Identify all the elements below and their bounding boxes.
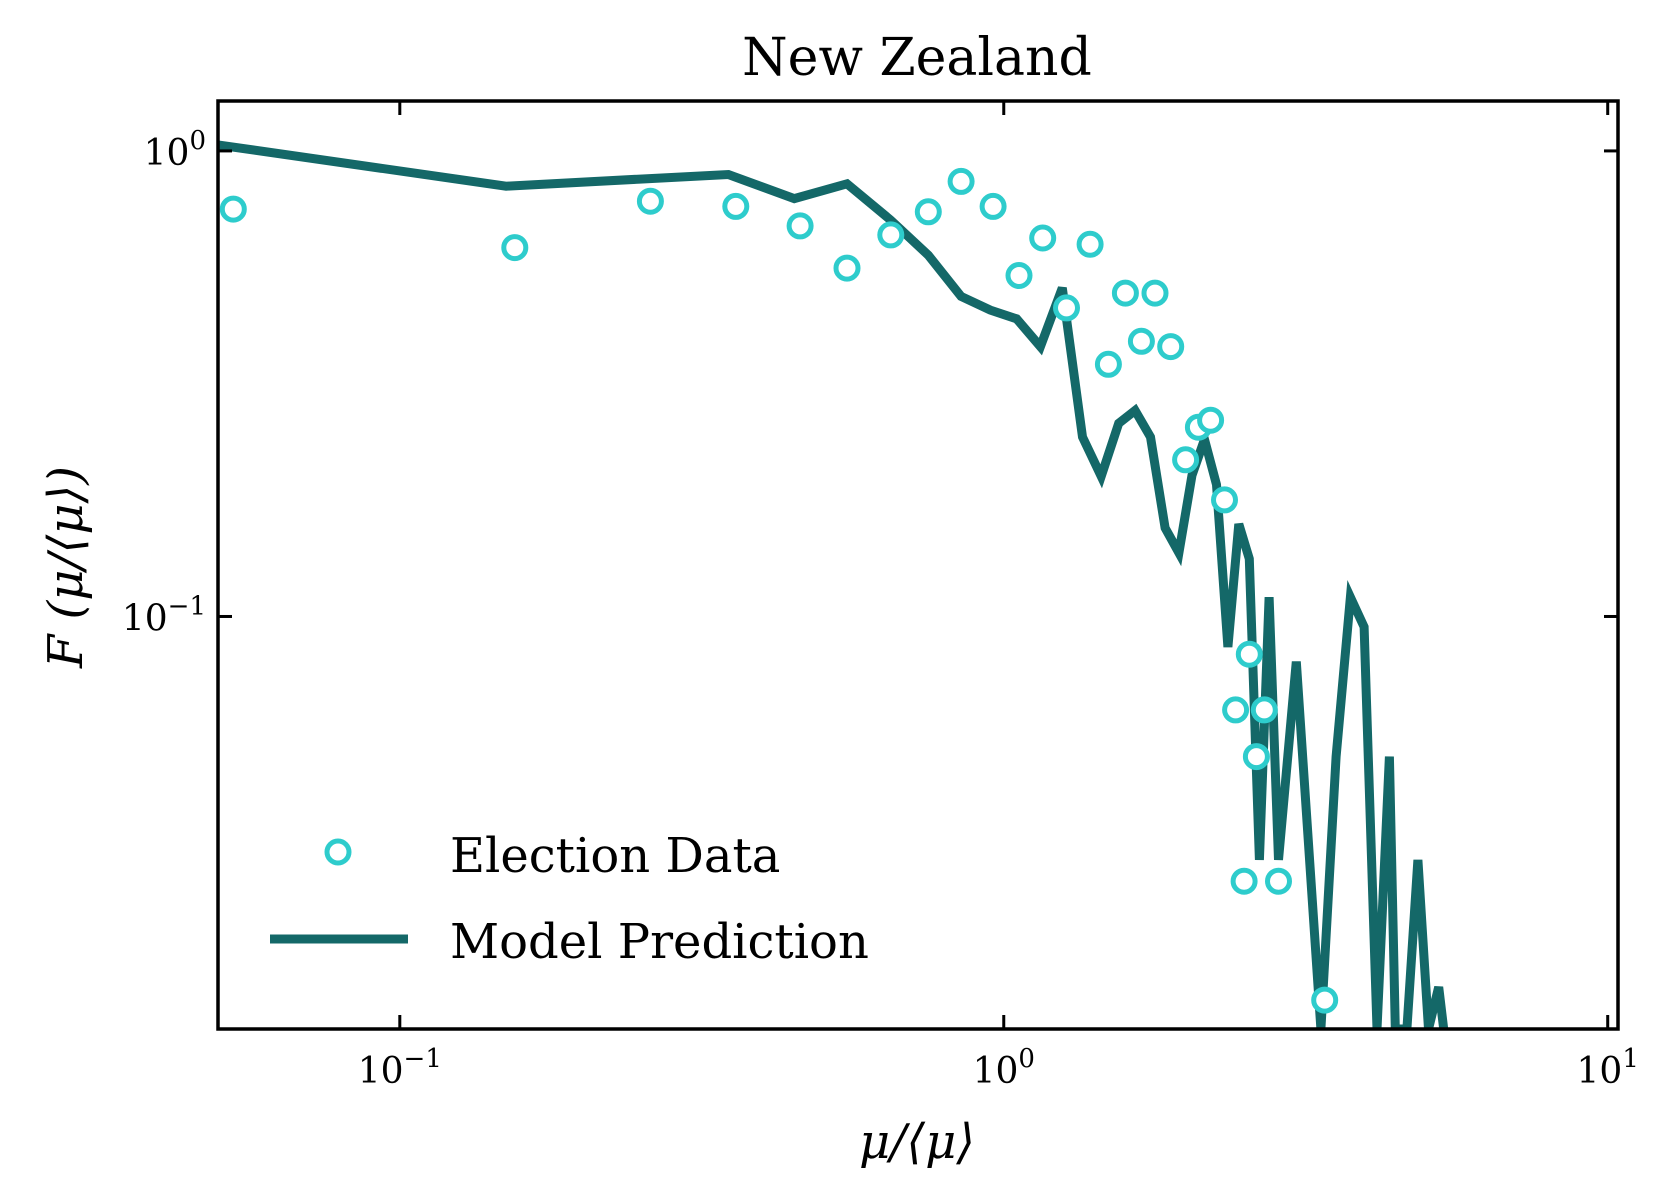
election-data-point: [786, 212, 814, 240]
election-data-point: [1053, 294, 1080, 322]
election-data-point: [501, 234, 529, 262]
election-data-point: [979, 192, 1007, 220]
election-data-point: [947, 167, 975, 195]
election-data-point: [1076, 230, 1104, 258]
election-data-point: [1094, 350, 1122, 378]
election-data-markers: [219, 167, 1339, 1014]
election-data-point: [1235, 640, 1263, 668]
plot-frame: [216, 99, 1620, 1031]
election-data-point: [636, 187, 664, 215]
election-data-point: [722, 192, 750, 220]
election-data-point: [1211, 486, 1238, 514]
election-data-point: [1029, 224, 1057, 252]
chart-title: New Zealand: [742, 28, 1092, 88]
legend-election-data-label: Election Data: [450, 828, 780, 884]
election-data-point: [1311, 986, 1339, 1014]
x-axis-label: μ/⟨μ⟩: [859, 1114, 975, 1170]
x-tick-label: 100: [973, 1044, 1035, 1092]
election-data-point: [1005, 262, 1033, 289]
x-tick-label: 101: [1577, 1044, 1639, 1092]
y-tick-label: 10−1: [122, 591, 206, 639]
axis-ticks: 10−1 100 101 10−1 100: [122, 101, 1639, 1092]
legend-election-data-swatch: [324, 838, 352, 866]
election-data-point: [1250, 696, 1278, 724]
y-tick-label: 100: [144, 126, 206, 174]
x-tick-label: 10−1: [358, 1044, 442, 1092]
election-data-point: [1230, 867, 1258, 895]
election-data-point: [1157, 333, 1185, 361]
election-data-point: [1222, 696, 1250, 724]
election-data-point: [1265, 867, 1292, 895]
election-data-point: [833, 254, 861, 282]
legend: Election Data Model Prediction: [270, 828, 869, 970]
election-data-point: [1111, 279, 1139, 307]
election-data-point: [877, 221, 905, 249]
y-axis-label: F (μ/⟨μ⟩): [38, 466, 94, 669]
election-data-point: [1242, 743, 1270, 771]
election-data-point: [914, 198, 942, 226]
election-data-point: [1197, 406, 1225, 434]
election-data-point: [1127, 327, 1155, 355]
plot-area: [218, 140, 1449, 1029]
legend-model-prediction-label: Model Prediction: [450, 914, 869, 970]
election-data-point: [1172, 446, 1200, 474]
model-prediction-line: [218, 140, 1449, 1029]
election-data-point: [219, 195, 247, 223]
election-data-point: [1141, 279, 1169, 307]
